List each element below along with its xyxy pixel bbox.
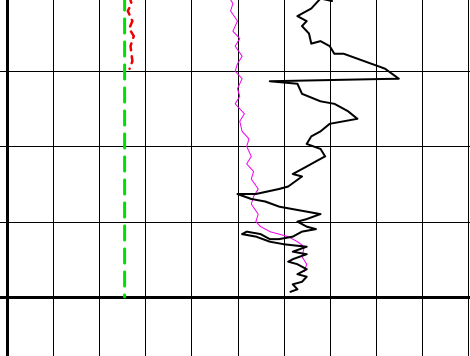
series-line-2 <box>126 0 136 70</box>
series-line-3 <box>230 0 308 273</box>
series-line-4 <box>236 0 400 293</box>
traces <box>123 0 400 299</box>
